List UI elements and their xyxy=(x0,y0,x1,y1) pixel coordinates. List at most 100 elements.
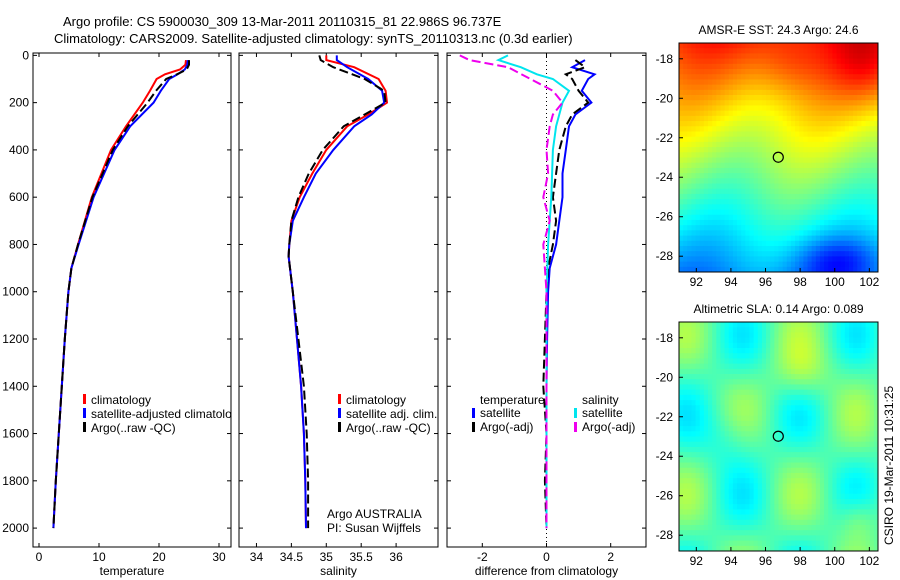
sst_map-cell xyxy=(836,230,842,236)
sla_map-cell xyxy=(840,509,846,515)
sst_map-cell xyxy=(749,245,755,252)
sla_map-cell xyxy=(824,514,829,521)
sla_map-cell xyxy=(795,446,800,453)
sst_map-cell xyxy=(687,63,692,70)
sst_map-cell xyxy=(728,162,734,169)
sst_map-cell xyxy=(790,245,796,252)
sst_map-cell xyxy=(790,225,796,231)
sla_map-cell xyxy=(832,467,837,474)
sla_map-cell xyxy=(687,545,692,552)
sla_map-cell xyxy=(795,452,800,458)
sst_map-cell xyxy=(708,173,713,179)
sla_map-cell xyxy=(799,420,804,427)
sla_map-cell xyxy=(857,410,862,417)
sst_map-cell xyxy=(857,126,862,132)
sst_map-cell xyxy=(737,157,742,164)
sst_map-cell xyxy=(712,152,717,158)
sst_map-cell xyxy=(857,240,862,247)
sst_map-cell xyxy=(865,58,871,65)
sst_map-cell xyxy=(770,204,775,210)
sla_map-cell xyxy=(774,420,779,427)
sla_map-cell xyxy=(848,394,854,401)
sla_map-cell xyxy=(699,400,705,406)
sst_map-cell xyxy=(819,126,825,132)
sst_map-cell xyxy=(824,193,829,200)
sst_map-cell xyxy=(819,183,825,190)
sla_map-cell xyxy=(782,478,788,484)
sst_map-cell xyxy=(836,183,842,190)
sla_map-cell xyxy=(844,540,850,547)
sla_map-cell xyxy=(840,514,846,521)
sla_map-cell xyxy=(782,322,788,328)
legend-item: climatology xyxy=(346,393,406,407)
sla_map-cell xyxy=(687,394,692,401)
sst_map-cell xyxy=(865,95,871,101)
sst_map-cell xyxy=(720,235,726,242)
sla_map-cell xyxy=(815,509,821,515)
sst_map-cell xyxy=(811,230,817,236)
sst_map-cell xyxy=(695,167,701,174)
sst_map-cell xyxy=(757,89,763,96)
sla_map-cell xyxy=(815,358,821,365)
sla_map-cell xyxy=(815,374,821,380)
sla_map-cell xyxy=(699,332,705,339)
sst_map-cell xyxy=(819,105,825,112)
sla_map-cell xyxy=(716,431,721,437)
sst_map-cell xyxy=(803,167,808,174)
sst_map-cell xyxy=(687,136,692,143)
sst_map-cell xyxy=(873,126,879,132)
sst_map-cell xyxy=(844,63,850,70)
sst_map-cell xyxy=(753,89,759,96)
sst_map-cell xyxy=(687,209,692,216)
sla_map-cell xyxy=(865,462,871,469)
sla_map-cell xyxy=(828,353,833,359)
sst_map-cell xyxy=(782,235,788,242)
sst_map-cell xyxy=(770,261,775,268)
temperature-xtick-label: 0 xyxy=(36,550,43,564)
sla_map-cell xyxy=(745,498,750,505)
sla_map-cell xyxy=(757,353,763,359)
sst_map-cell xyxy=(708,261,713,268)
sla_map-cell xyxy=(766,535,771,541)
sst_map-cell xyxy=(795,173,800,179)
sla_map-cell xyxy=(766,483,771,489)
sst_map-cell xyxy=(803,141,808,148)
sst_map-cell xyxy=(803,225,808,231)
sla_map-cell xyxy=(720,524,726,531)
sst_map-cell xyxy=(861,84,866,91)
sla_map-cell xyxy=(753,415,759,422)
sst_map-cell xyxy=(828,266,833,273)
sst_map-cell xyxy=(741,261,746,268)
sst_map-cell xyxy=(790,235,796,242)
sla_map-cell xyxy=(732,467,738,474)
sla_map-cell xyxy=(778,389,784,396)
sla_map-cell xyxy=(757,483,763,489)
sst_map-cell xyxy=(699,89,705,96)
sla_map-cell xyxy=(844,519,850,526)
sst_map-cell xyxy=(873,58,879,65)
sst_map-cell xyxy=(741,89,746,96)
sla_map-cell xyxy=(799,478,804,484)
sla_map-cell xyxy=(708,415,713,422)
sla_map-cell xyxy=(708,353,713,359)
sla_map-cell xyxy=(745,358,750,365)
sla_map-cell xyxy=(687,504,692,510)
sst_map-cell xyxy=(695,157,701,164)
sst_map-cell xyxy=(861,157,866,164)
sla_map-cell xyxy=(691,467,696,474)
sst_map-cell xyxy=(836,266,842,273)
sst_map-cell xyxy=(844,126,850,132)
sla_map-cell xyxy=(761,353,767,359)
sla_map-cell xyxy=(844,441,850,448)
sla_map-cell xyxy=(782,337,788,344)
sst_map-cell xyxy=(703,53,709,60)
sla_map-cell xyxy=(853,478,858,484)
sla_map-cell xyxy=(712,327,717,333)
sst_map-cell xyxy=(757,219,763,226)
sla_map-cell xyxy=(840,368,846,375)
sst_map-cell xyxy=(737,162,742,169)
sla_map-cell xyxy=(770,389,775,396)
sla_map-cell xyxy=(691,452,696,458)
sla_map-cell xyxy=(724,462,730,469)
sla_map-cell xyxy=(766,524,771,531)
